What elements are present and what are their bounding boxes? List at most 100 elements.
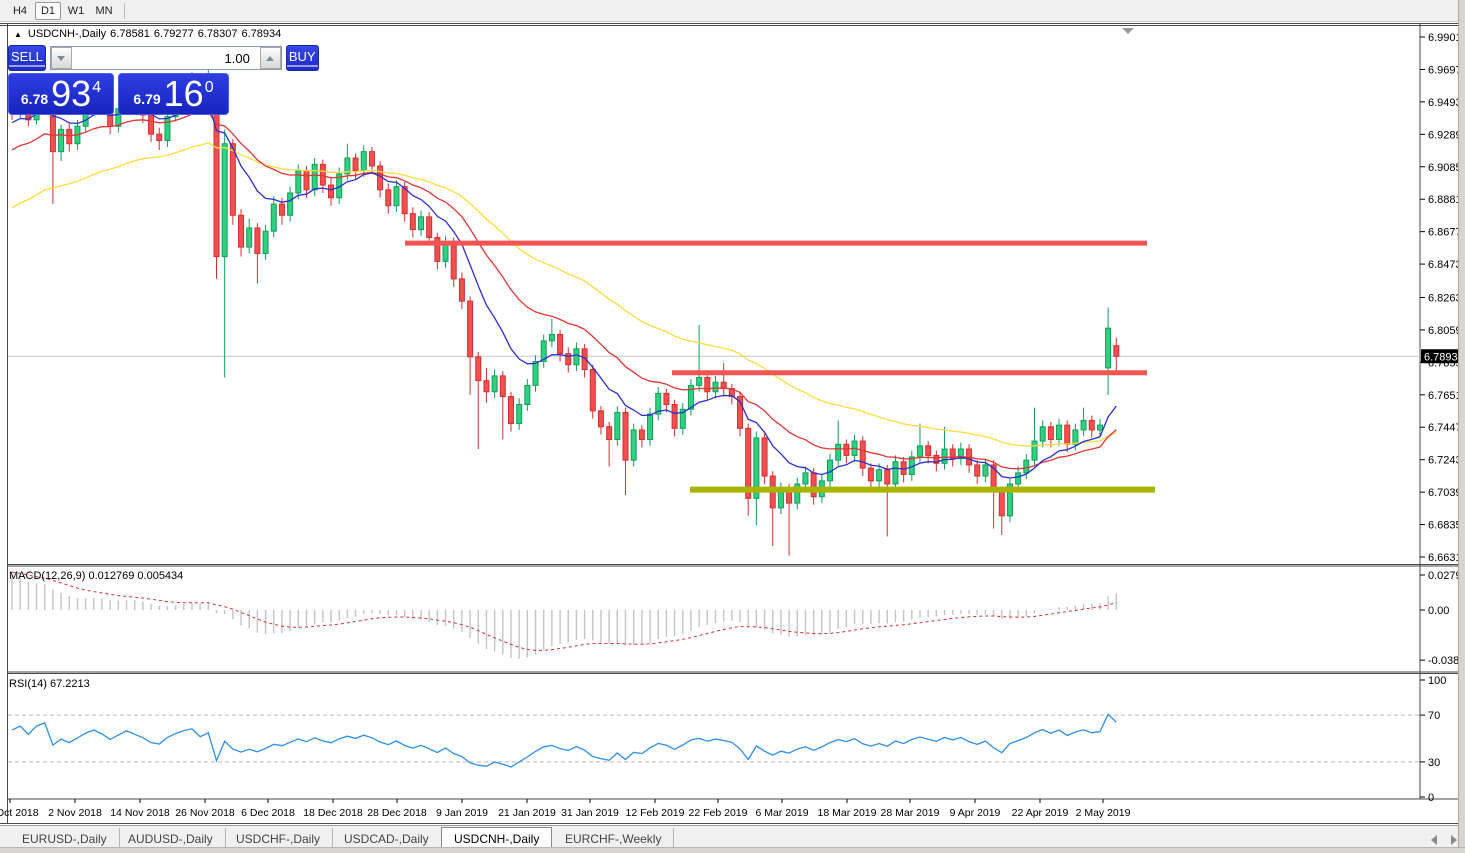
ma-fast-line [11, 101, 1117, 479]
chart-symbol: USDCNH-,Daily [27, 28, 107, 40]
candle-body [630, 429, 637, 461]
tab-usdcnh-daily[interactable]: USDCNH-,Daily [441, 827, 553, 850]
rsi-panel [8, 713, 1420, 768]
candle-body [548, 334, 555, 342]
price-tick-label: 6.82630 [1428, 292, 1465, 304]
candle-body [957, 448, 964, 460]
rsi-axis[interactable]: 100 70 30 0 [1420, 675, 1446, 804]
candle-body [794, 483, 801, 504]
candle-body [434, 237, 441, 262]
candle-body [802, 472, 809, 485]
stepper-down-icon [57, 55, 66, 61]
candle-body [761, 437, 768, 477]
candle-body [319, 163, 326, 186]
candle-body [499, 375, 506, 398]
candle-body [311, 163, 318, 191]
candle-body [270, 203, 277, 232]
candle-body [262, 230, 269, 254]
price-axis[interactable]: 6.99010 6.96970 6.94930 6.92890 6.90850 6.888… [1420, 32, 1465, 564]
price-tick-label: 6.90850 [1428, 162, 1465, 174]
collapse-panel-icon[interactable]: ▲ [14, 30, 22, 39]
price-tick-label: 6.72430 [1428, 455, 1465, 467]
tab-eurusd-daily[interactable]: EURUSD-,Daily [10, 828, 120, 849]
candle-body [229, 143, 236, 216]
sell-price-stem: 6.78 [20, 91, 49, 107]
candle-body [164, 116, 171, 142]
candle-body [409, 213, 416, 231]
candle-body [1072, 429, 1079, 445]
candle-body [1113, 345, 1120, 357]
volume-decrease-button[interactable] [50, 47, 72, 69]
timeframe-mn-button[interactable]: MN [95, 4, 113, 17]
tab-scroll-right-button[interactable] [1448, 834, 1460, 846]
timeframe-w1-button[interactable]: W1 [67, 4, 85, 17]
date-tick-label: 2 Nov 2018 [48, 807, 102, 819]
candle-body [66, 128, 73, 145]
buy-price-tile[interactable]: 6.79 16 0 [118, 73, 229, 115]
candle-body [606, 426, 613, 440]
window-frame [0, 23, 1458, 824]
ohlc-low: 6.78307 [197, 28, 238, 40]
candle-body [532, 361, 539, 386]
candle-body [221, 143, 228, 258]
timeframe-h4-button[interactable]: H4 [12, 4, 28, 17]
tab-scroll-left-button[interactable] [1428, 834, 1440, 846]
candle-body [916, 445, 923, 458]
svg-text:6.78934: 6.78934 [1424, 351, 1464, 363]
candle-body [1096, 424, 1103, 431]
candle-body [933, 454, 940, 464]
macd-tick-label: -0.038871 [1428, 655, 1465, 667]
candle-body [418, 216, 424, 231]
volume-input[interactable] [71, 47, 260, 69]
date-tick-label: 23 Oct 2018 [0, 807, 39, 819]
candle-body [679, 408, 686, 429]
sell-price-tile[interactable]: 6.78 93 4 [8, 73, 114, 115]
date-tick-label: 14 Nov 2018 [110, 807, 170, 819]
candle-body [884, 469, 891, 485]
timeframe-d1-button[interactable]: D1 [35, 1, 61, 20]
date-tick-label: 2 May 2019 [1076, 807, 1131, 819]
candle-body [156, 133, 163, 142]
date-axis[interactable]: 23 Oct 2018 2 Nov 2018 14 Nov 2018 26 Nov 2… [0, 799, 1131, 819]
tab-eurchf-weekly[interactable]: EURCHF-,Weekly [553, 828, 675, 849]
candle-body [467, 300, 474, 358]
rsi-indicator-label: RSI(14) 67.2213 [9, 678, 90, 690]
volume-increase-button[interactable] [259, 47, 281, 69]
candle-body [622, 411, 629, 461]
candle-body [254, 227, 261, 254]
candle-body [1064, 424, 1071, 445]
candle-body [949, 448, 956, 460]
date-tick-label: 21 Jan 2019 [498, 807, 556, 819]
tab-audusd-daily[interactable]: AUDUSD-,Daily [116, 828, 226, 849]
candle-body [589, 369, 596, 412]
candle-body [458, 278, 465, 302]
candle-body [483, 380, 490, 393]
candle-body [925, 445, 932, 456]
candle-body [516, 403, 523, 425]
ohlc-open: 6.78581 [110, 28, 150, 40]
date-tick-label: 9 Jan 2019 [436, 807, 488, 819]
tab-usdchf-daily[interactable]: USDCHF-,Daily [224, 828, 333, 849]
candle-body [450, 241, 457, 280]
candle-body [687, 384, 694, 410]
chart-shift-icon[interactable] [1122, 28, 1134, 34]
macd-axis[interactable]: 0.027908 0.00 -0.038871 [1420, 570, 1465, 667]
candle-body [704, 376, 711, 393]
rsi-tick-label: 0 [1428, 792, 1434, 804]
candle-body [368, 151, 375, 167]
candle-body [859, 440, 866, 469]
candle-body [1031, 440, 1038, 461]
candle-body [540, 340, 547, 363]
sell-price-big: 93 [51, 73, 92, 114]
volume-stepper [49, 46, 282, 70]
buy-button[interactable]: BUY [285, 45, 319, 71]
rsi-tick-label: 30 [1428, 757, 1440, 769]
candle-body [614, 411, 621, 440]
ma-slow-line [11, 142, 1117, 447]
price-tick-label: 6.80590 [1428, 325, 1465, 337]
candle-body [393, 186, 400, 207]
sell-button[interactable]: SELL [8, 45, 46, 71]
